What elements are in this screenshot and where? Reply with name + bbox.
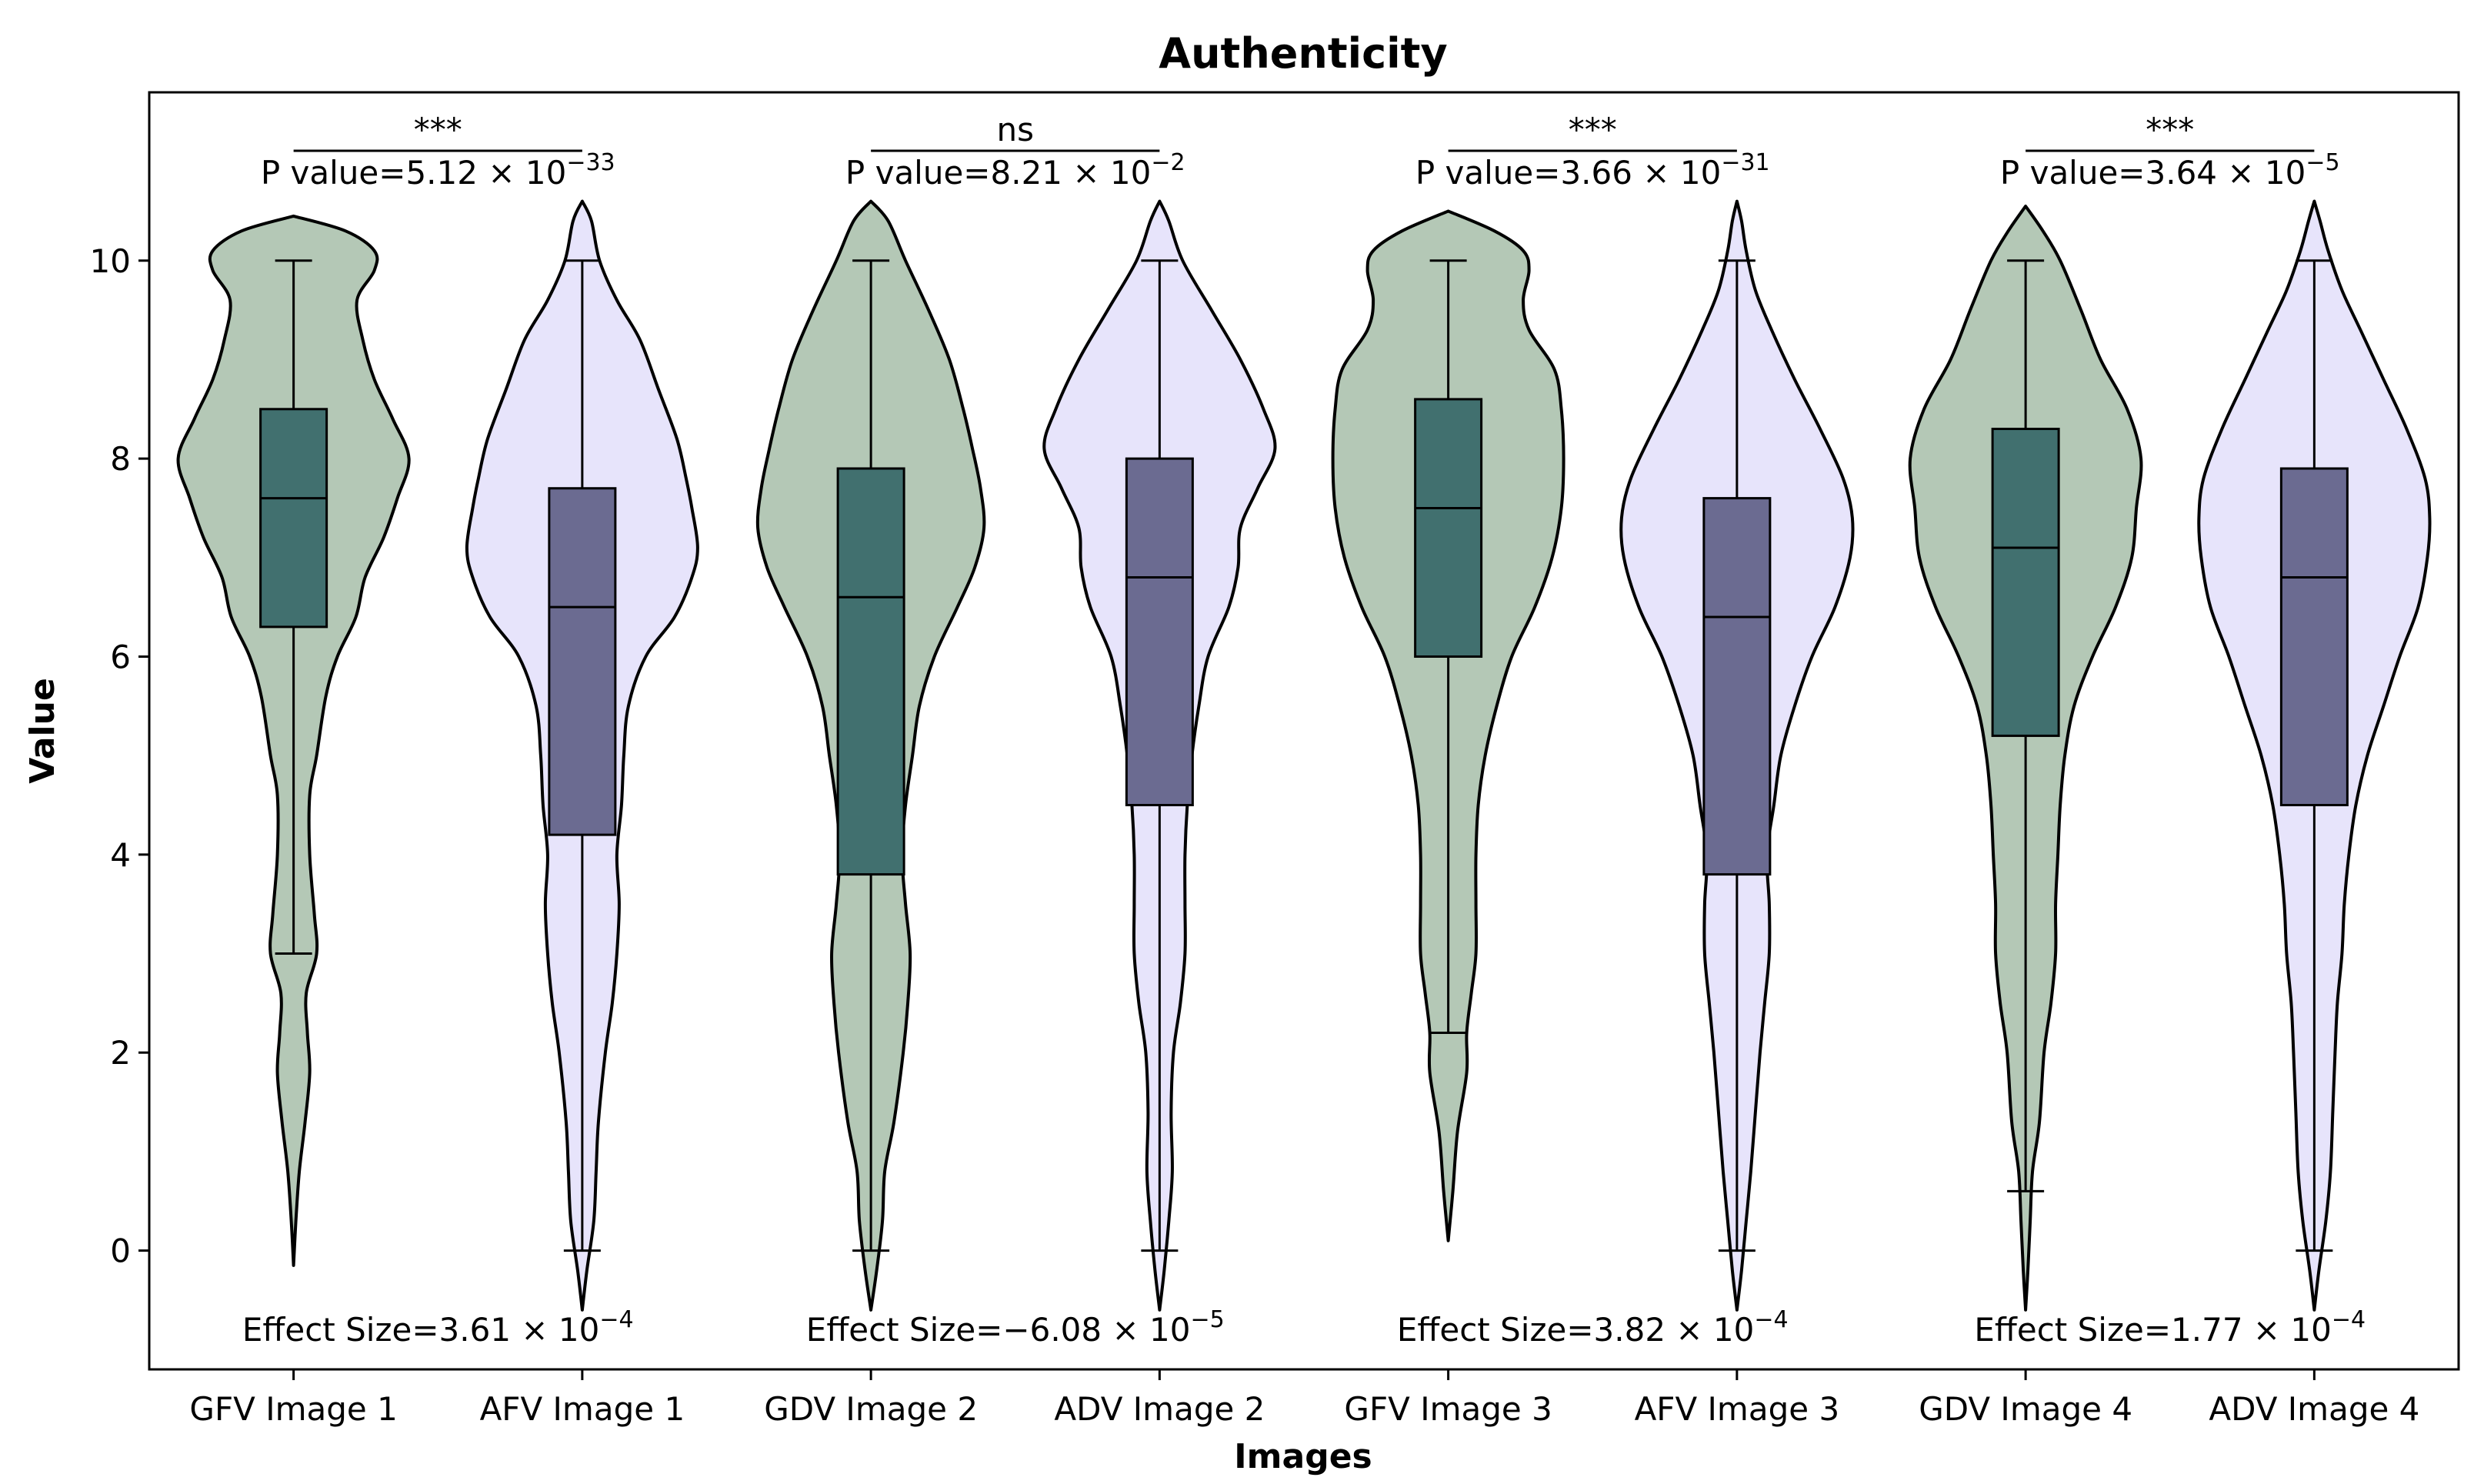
comparison-gdv-image-4: ***P value=3.64 × 10−5 Effect Size=1.77 ×… — [1974, 111, 2366, 1349]
significance-label: *** — [2146, 111, 2194, 148]
significance-label: ns — [996, 111, 1034, 148]
iqr-box — [548, 487, 617, 836]
x-tick-label: GDV Image 2 — [764, 1390, 978, 1428]
iqr-box — [1414, 398, 1483, 658]
significance-label: *** — [1569, 111, 1617, 148]
iqr-box — [1991, 428, 2060, 737]
iqr-box — [259, 408, 328, 629]
p-value-label: P value=3.66 × 10−31 — [1415, 149, 1770, 192]
y-tick-label: 0 — [110, 1232, 131, 1270]
boxplot-gfv-image-1 — [259, 259, 328, 955]
x-tick-label: ADV Image 4 — [2209, 1390, 2419, 1428]
significance-label: *** — [414, 111, 462, 148]
x-tick-label: GDV Image 4 — [1919, 1390, 2132, 1428]
y-tick-label: 6 — [110, 638, 131, 675]
effect-size-label: Effect Size=3.82 × 10−4 — [1397, 1306, 1789, 1349]
y-axis-label: Value — [23, 678, 62, 784]
iqr-box — [1702, 497, 1772, 876]
boxplot-adv-image-4 — [2279, 259, 2349, 1252]
p-value-label: P value=8.21 × 10−2 — [845, 149, 1185, 192]
p-value-label: P value=3.64 × 10−5 — [2000, 149, 2340, 192]
iqr-box — [2279, 467, 2349, 807]
comparison-gdv-image-2: nsP value=8.21 × 10−2 Effect Size=−6.08 ×… — [806, 111, 1225, 1349]
x-tick-label: ADV Image 2 — [1054, 1390, 1265, 1428]
iqr-box — [836, 467, 905, 876]
y-tick-label: 10 — [90, 242, 131, 280]
boxplot-afv-image-1 — [548, 259, 617, 1252]
boxplot-gdv-image-4 — [1991, 259, 2060, 1192]
x-axis-label: Images — [1234, 1437, 1372, 1476]
boxplot-gdv-image-2 — [836, 259, 905, 1252]
boxplot-gfv-image-3 — [1414, 259, 1483, 1034]
x-tick-label: AFV Image 1 — [480, 1390, 685, 1428]
x-tick-label: GFV Image 3 — [1344, 1390, 1552, 1428]
axes: 0 2 4 6 8 10 GFV Image 1 AFV Image 1 GDV Image 2… — [90, 242, 2420, 1428]
boxplot-adv-image-2 — [1125, 259, 1194, 1252]
iqr-box — [1125, 457, 1194, 807]
chart-title: Authenticity — [1159, 29, 1447, 78]
comparison-gfv-image-1: ***P value=5.12 × 10−33 Effect Size=3.61 … — [242, 111, 634, 1349]
effect-size-label: Effect Size=−6.08 × 10−5 — [806, 1306, 1225, 1349]
p-value-label: P value=5.12 × 10−33 — [261, 149, 615, 192]
x-tick-label: GFV Image 1 — [189, 1390, 397, 1428]
y-tick-label: 4 — [110, 836, 131, 874]
comparison-gfv-image-3: ***P value=3.66 × 10−31 Effect Size=3.82 … — [1397, 111, 1789, 1349]
boxplot-afv-image-3 — [1702, 259, 1772, 1252]
effect-size-label: Effect Size=3.61 × 10−4 — [242, 1306, 634, 1349]
plot-frame — [148, 91, 2460, 1371]
y-tick-label: 8 — [110, 440, 131, 478]
x-tick-label: AFV Image 3 — [1635, 1390, 1840, 1428]
y-tick-label: 2 — [110, 1034, 131, 1072]
effect-size-label: Effect Size=1.77 × 10−4 — [1974, 1306, 2366, 1349]
